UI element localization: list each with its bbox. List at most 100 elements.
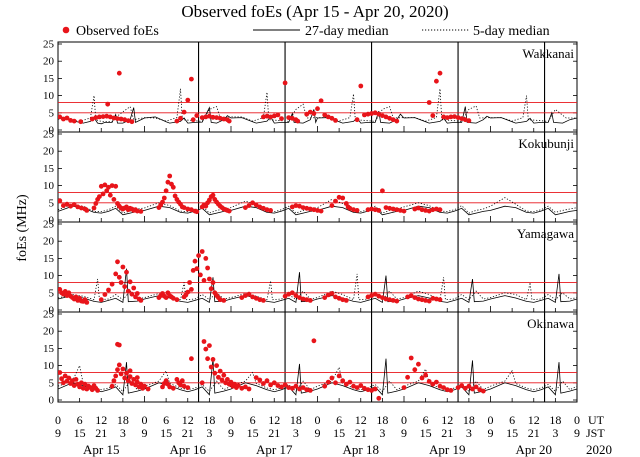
x-tick-label-ut: 12 xyxy=(528,413,540,427)
x-tick-label-ut: 12 xyxy=(441,413,453,427)
y-tick-label: 0 xyxy=(49,305,55,317)
observed-point xyxy=(376,293,382,299)
observed-point xyxy=(174,118,180,124)
observed-point xyxy=(221,372,227,378)
observed-point xyxy=(239,295,245,300)
observed-point xyxy=(275,112,281,118)
observed-point xyxy=(253,295,259,301)
observed-point xyxy=(315,208,320,213)
observed-point xyxy=(97,194,102,200)
observed-point xyxy=(194,113,200,118)
x-tick-label-jst: 9 xyxy=(228,426,234,440)
observed-point xyxy=(125,118,131,124)
observed-point xyxy=(426,100,432,105)
observed-point xyxy=(95,388,100,393)
observed-point xyxy=(226,118,232,124)
observed-point xyxy=(106,287,111,293)
observed-point xyxy=(394,118,400,124)
y-tick-label: 10 xyxy=(43,180,55,192)
observed-point xyxy=(390,298,396,303)
observed-point xyxy=(134,291,140,296)
x-tick-label-ut: 0 xyxy=(55,413,61,427)
observed-point xyxy=(192,258,198,264)
observed-point xyxy=(115,367,120,373)
observed-point xyxy=(189,356,194,362)
observed-point xyxy=(203,114,209,120)
x-tick-label-jst: 15 xyxy=(506,426,518,440)
observed-point xyxy=(434,379,439,385)
observed-point xyxy=(221,116,227,122)
observed-point xyxy=(253,202,259,208)
observed-point xyxy=(199,115,205,120)
observed-point xyxy=(423,372,428,378)
observed-point xyxy=(343,381,349,387)
chart-title: Observed foEs (Apr 15 - Apr 20, 2020) xyxy=(181,2,448,21)
y-tick-label: 5 xyxy=(49,107,55,119)
x-tick-label-jst: 9 xyxy=(55,426,61,440)
observed-point xyxy=(102,182,108,188)
observed-point xyxy=(419,207,425,213)
observed-point xyxy=(194,209,200,215)
observed-point xyxy=(98,183,104,189)
observed-point xyxy=(125,378,131,384)
x-tick-label-ut: 18 xyxy=(117,413,129,427)
observed-point xyxy=(448,114,454,120)
observed-point xyxy=(286,291,292,297)
observed-point xyxy=(354,208,360,213)
x-tick-label-jst: 21 xyxy=(95,426,107,440)
observed-point xyxy=(161,195,167,201)
observed-point xyxy=(430,113,436,118)
observed-point xyxy=(336,295,342,301)
day-label: Apr 19 xyxy=(429,442,465,457)
observed-point xyxy=(271,113,277,119)
day-label: Apr 15 xyxy=(83,442,119,457)
observed-point xyxy=(61,116,66,122)
observed-point xyxy=(62,289,68,294)
observed-point xyxy=(116,274,122,280)
observed-point xyxy=(271,380,277,386)
observed-point xyxy=(116,70,122,76)
observed-point xyxy=(71,383,77,388)
observed-point xyxy=(142,383,147,389)
y-tick-label: 25 xyxy=(43,219,55,231)
observed-point xyxy=(109,183,115,189)
x-tick-label-ut: 0 xyxy=(228,413,234,427)
observed-point xyxy=(329,291,335,296)
observed-point xyxy=(207,113,212,119)
observed-point xyxy=(189,76,194,82)
observed-point xyxy=(297,386,302,392)
observed-point xyxy=(208,286,214,292)
observed-point xyxy=(219,377,225,383)
x-tick-label-ut: 18 xyxy=(376,413,388,427)
observed-point xyxy=(351,383,356,389)
observed-point xyxy=(441,385,446,390)
observed-point xyxy=(380,113,385,118)
x-tick-label-ut: 18 xyxy=(549,413,561,427)
y-tick-label: 10 xyxy=(43,360,55,372)
observed-point xyxy=(437,70,443,76)
y-tick-label: 15 xyxy=(43,163,55,175)
observed-point xyxy=(79,380,84,386)
observed-point xyxy=(201,278,207,283)
day-label: Apr 17 xyxy=(256,442,293,457)
observed-point xyxy=(369,388,374,393)
observed-point xyxy=(300,385,306,390)
observed-point xyxy=(214,115,220,120)
observed-point xyxy=(412,206,418,212)
observed-point xyxy=(477,387,483,393)
observed-point xyxy=(304,111,310,117)
ut-axis-label: UT xyxy=(588,413,605,427)
observed-point xyxy=(207,276,212,282)
observed-point xyxy=(127,279,133,285)
x-tick-label-ut: 18 xyxy=(463,413,475,427)
y-tick-label: 20 xyxy=(43,236,55,248)
observed-point xyxy=(257,204,263,210)
x-tick-label-ut: 6 xyxy=(509,413,515,427)
observed-point xyxy=(105,101,111,107)
observed-point xyxy=(480,388,486,394)
observed-point xyxy=(145,386,151,392)
observed-point xyxy=(473,384,479,390)
observed-point xyxy=(93,201,99,206)
observed-point xyxy=(170,295,176,301)
observed-point xyxy=(333,294,338,300)
